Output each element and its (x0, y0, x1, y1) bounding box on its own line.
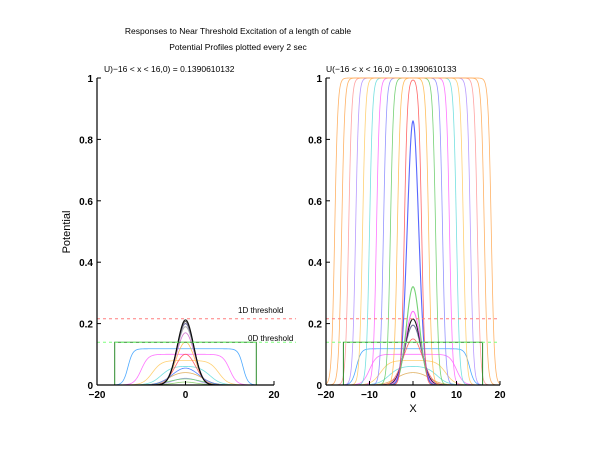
right-x-tick-label: 20 (494, 390, 506, 401)
left-y-axis-label: Potential (61, 211, 73, 254)
figure-title: Responses to Near Threshold Excitation o… (125, 26, 351, 36)
left-y-tick-label: 0.4 (79, 258, 93, 269)
right-y-tick-label: 0 (316, 381, 322, 392)
left-y-tick-label: 0 (87, 381, 93, 392)
right-panel-title: U(−16 < x < 16,0) = 0.1390610133 (326, 64, 457, 74)
left-x-tick-label: 0 (183, 390, 189, 401)
left-series-t2 (97, 348, 274, 386)
right-y-tick-label: 0.2 (308, 320, 322, 331)
left-y-tick-label: 0.2 (79, 320, 93, 331)
right-y-tick-label: 0.6 (308, 197, 322, 208)
right-x-tick-label: −20 (318, 390, 335, 401)
left-x-tick-label: 20 (268, 390, 280, 401)
threshold-0d-label: 0D threshold (248, 334, 293, 343)
threshold-1d-label: 1D threshold (238, 306, 283, 315)
right-series-t2 (326, 348, 500, 386)
right-x-axis-label: X (409, 403, 417, 415)
right-panel: U(−16 < x < 16,0) = 0.1390610133 X 00.20… (308, 64, 506, 415)
right-x-tick-label: 10 (451, 390, 463, 401)
right-series-t44 (325, 77, 501, 385)
right-y-tick-label: 0.4 (308, 258, 322, 269)
figure-subtitle: Potential Profiles plotted every 2 sec (169, 42, 307, 52)
left-y-tick-label: 1 (87, 74, 93, 85)
left-initial-condition (114, 341, 257, 385)
right-x-tick-label: 0 (410, 390, 416, 401)
left-plot-area: 00.20.40.60.81−20 0 20 (79, 74, 296, 401)
left-panel-title: U)−16 < x < 16,0) = 0.1390610132 (104, 64, 235, 74)
left-panel: U)−16 < x < 16,0) = 0.1390610132 Potenti… (61, 64, 296, 401)
right-y-tick-label: 1 (316, 74, 322, 85)
left-x-tick-label: −20 (89, 390, 106, 401)
right-y-tick-label: 0.8 (308, 135, 322, 146)
left-y-tick-label: 0.6 (79, 197, 93, 208)
left-y-tick-label: 0.8 (79, 135, 93, 146)
right-x-tick-label: −10 (361, 390, 378, 401)
right-plot-area: 0 0.2 0.4 0.6 0.8 1 −20 −10 0 10 20 (308, 74, 506, 401)
